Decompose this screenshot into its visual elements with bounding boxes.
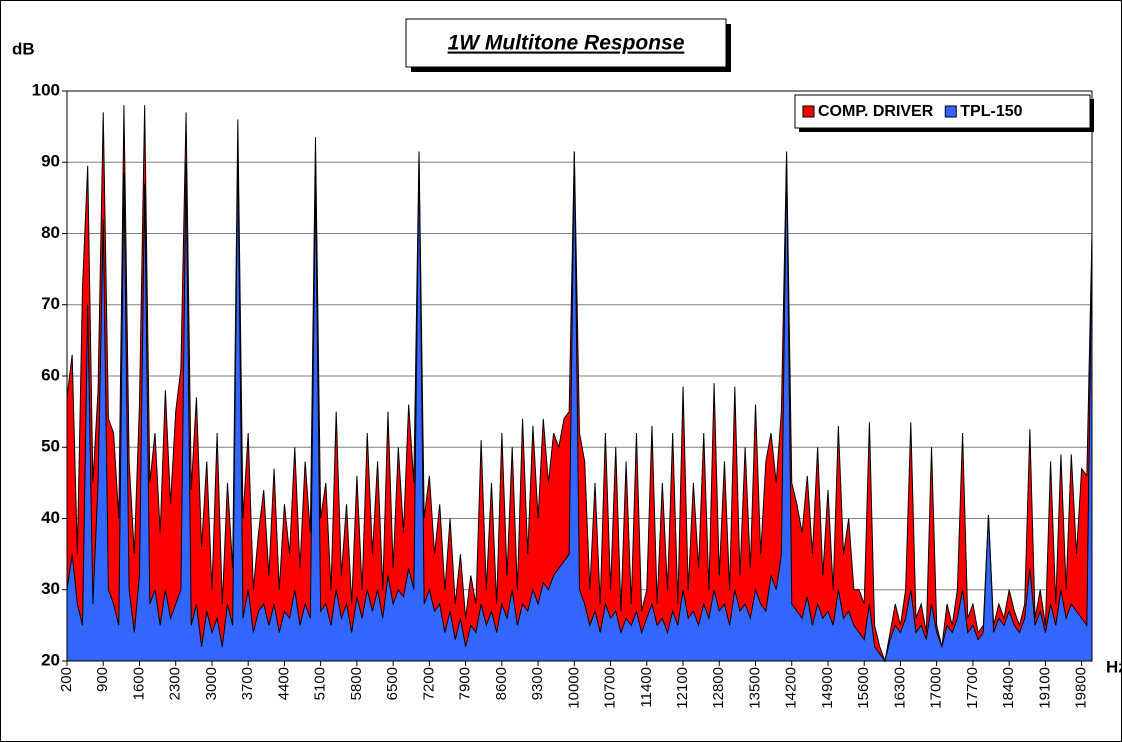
x-tick-label: 7200 bbox=[420, 667, 437, 700]
x-tick-label: 9300 bbox=[529, 667, 546, 700]
x-tick-label: 14200 bbox=[783, 667, 800, 709]
x-tick-label: 3700 bbox=[239, 667, 256, 700]
x-tick-label: 3000 bbox=[203, 667, 220, 700]
x-tick-label: 6500 bbox=[384, 667, 401, 700]
legend-label: TPL-150 bbox=[960, 103, 1022, 120]
chart-title: 1W Multitone Response bbox=[448, 32, 685, 55]
y-tick-label: 50 bbox=[41, 437, 60, 456]
y-tick-label: 60 bbox=[41, 365, 60, 384]
y-tick-label: 30 bbox=[41, 579, 60, 598]
x-tick-label: 17700 bbox=[964, 667, 981, 709]
y-tick-label: 100 bbox=[32, 80, 60, 99]
y-tick-label: 70 bbox=[41, 294, 60, 313]
x-tick-label: 18400 bbox=[1000, 667, 1017, 709]
x-tick-label: 1600 bbox=[130, 667, 147, 700]
y-tick-label: 20 bbox=[41, 650, 60, 669]
area bbox=[66, 147, 1093, 663]
x-tick-label: 4400 bbox=[275, 667, 292, 700]
x-tick-label: 7900 bbox=[457, 667, 474, 700]
x-tick-label: 2300 bbox=[167, 667, 184, 700]
y-tick-label: 80 bbox=[41, 223, 60, 242]
x-tick-label: 5800 bbox=[348, 667, 365, 700]
y-tick-label: 40 bbox=[41, 508, 60, 527]
x-tick-label: 10700 bbox=[602, 667, 619, 709]
legend-label: COMP. DRIVER bbox=[818, 103, 934, 120]
x-tick-label: 15600 bbox=[855, 667, 872, 709]
x-tick-label: 19800 bbox=[1073, 667, 1090, 709]
x-tick-label: 10000 bbox=[565, 667, 582, 709]
x-tick-label: 14900 bbox=[819, 667, 836, 709]
x-tick-label: 16300 bbox=[891, 667, 908, 709]
legend-swatch bbox=[944, 105, 957, 118]
title-box bbox=[405, 18, 727, 68]
x-tick-label: 19100 bbox=[1036, 667, 1053, 709]
x-tick-label: 12100 bbox=[674, 667, 691, 709]
area bbox=[66, 105, 1093, 663]
x-tick-label: 17000 bbox=[928, 667, 945, 709]
y-tick-label: 90 bbox=[41, 152, 60, 171]
x-tick-label: 12800 bbox=[710, 667, 727, 709]
x-tick-label: 200 bbox=[58, 667, 75, 692]
legend-swatch bbox=[802, 105, 815, 118]
x-axis-label: Hz bbox=[1106, 657, 1122, 676]
y-axis-label: dB bbox=[12, 39, 35, 58]
x-tick-label: 11400 bbox=[638, 667, 655, 708]
x-tick-label: 13500 bbox=[746, 667, 763, 709]
plot-border bbox=[66, 90, 1093, 662]
x-tick-label: 8600 bbox=[493, 667, 510, 700]
legend bbox=[794, 94, 1091, 129]
x-tick-label: 5100 bbox=[312, 667, 329, 700]
x-tick-label: 900 bbox=[94, 667, 111, 692]
